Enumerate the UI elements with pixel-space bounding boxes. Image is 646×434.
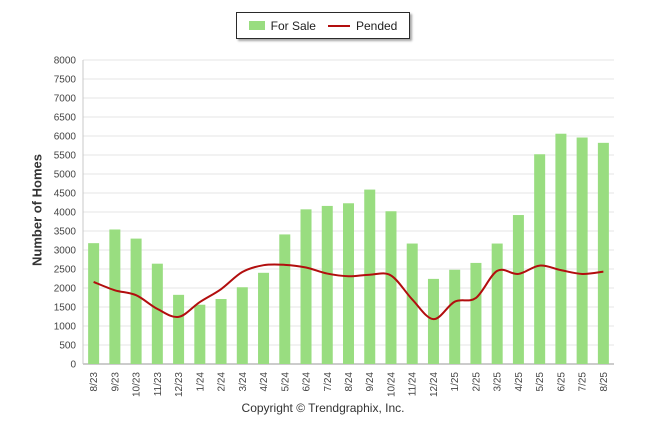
for-sale-bar[interactable] xyxy=(470,262,482,364)
legend-label-pended: Pended xyxy=(355,18,398,33)
y-tick-label: 2500 xyxy=(54,265,77,276)
legend-item-pended[interactable]: Pended xyxy=(327,18,398,33)
y-tick-label: 2000 xyxy=(54,284,77,295)
legend-item-for-sale[interactable]: For Sale xyxy=(248,18,316,33)
for-sale-bars xyxy=(88,133,609,364)
y-tick-label: 3500 xyxy=(54,227,77,238)
pended-line[interactable] xyxy=(93,263,604,321)
for-sale-bar[interactable] xyxy=(555,133,567,364)
y-tick-label: 5000 xyxy=(54,170,77,181)
x-tick-label: 10/23 xyxy=(132,372,143,397)
for-sale-bar[interactable] xyxy=(173,294,185,364)
for-sale-bar[interactable] xyxy=(512,215,524,364)
x-tick-label: 11/23 xyxy=(153,372,164,397)
for-sale-bar[interactable] xyxy=(88,243,100,364)
x-tick-label: 8/23 xyxy=(89,372,100,392)
for-sale-bar[interactable] xyxy=(215,299,227,364)
for-sale-bar[interactable] xyxy=(491,243,503,364)
y-axis-title: Number of Homes xyxy=(29,154,45,266)
for-sale-bar[interactable] xyxy=(597,142,609,364)
y-tick-label: 8000 xyxy=(54,56,77,67)
x-tick-label: 3/24 xyxy=(238,372,249,392)
x-tick-label: 6/25 xyxy=(556,372,567,392)
y-tick-label: 7500 xyxy=(54,75,77,86)
y-tick-label: 4500 xyxy=(54,189,77,200)
y-tick-label: 500 xyxy=(59,341,76,352)
x-tick-label: 6/24 xyxy=(302,372,313,392)
x-tick-label: 12/23 xyxy=(174,372,185,397)
pended-line-series xyxy=(93,263,604,321)
x-tick-label: 11/24 xyxy=(408,372,419,397)
x-tick-label: 1/24 xyxy=(195,372,206,392)
x-tick-label: 9/23 xyxy=(110,372,121,392)
pended-swatch xyxy=(327,24,350,27)
for-sale-bar[interactable] xyxy=(427,278,439,364)
y-tick-labels: 0 500 1000 1500 2000 2500 3000 3500 4000 4500 5000… xyxy=(54,56,77,371)
x-tick-label: 2/24 xyxy=(217,372,228,392)
x-tick-label: 3/25 xyxy=(493,372,504,392)
x-tick-label: 7/25 xyxy=(578,372,589,392)
x-tick-label: 10/24 xyxy=(386,372,397,397)
legend-label-for-sale: For Sale xyxy=(270,18,316,33)
for-sale-swatch xyxy=(248,21,265,30)
for-sale-bar[interactable] xyxy=(258,272,270,364)
for-sale-bar[interactable] xyxy=(364,189,376,364)
for-sale-bar[interactable] xyxy=(385,211,397,364)
legend: For Sale Pended xyxy=(236,12,410,39)
x-tick-labels: 8/23 9/23 10/23 11/23 12/23 1/24 2/24 3/24 4/24 5… xyxy=(89,372,610,397)
copyright-text: Copyright © Trendgraphix, Inc. xyxy=(241,401,405,415)
for-sale-bar[interactable] xyxy=(321,205,333,364)
y-tick-label: 6500 xyxy=(54,113,77,124)
y-tick-label: 6000 xyxy=(54,132,77,143)
x-tick-label: 4/24 xyxy=(259,372,270,392)
for-sale-bar[interactable] xyxy=(151,263,163,364)
x-tick-label: 8/24 xyxy=(344,372,355,392)
y-tick-label: 0 xyxy=(70,360,76,371)
for-sale-bar[interactable] xyxy=(300,209,312,364)
x-tick-label: 9/24 xyxy=(365,372,376,392)
for-sale-bar[interactable] xyxy=(130,238,142,364)
x-tick-label: 12/24 xyxy=(429,372,440,397)
y-tick-label: 4000 xyxy=(54,208,77,219)
for-sale-bar[interactable] xyxy=(236,287,248,364)
x-tick-label: 5/24 xyxy=(280,372,291,392)
y-tick-label: 1000 xyxy=(54,322,77,333)
y-tick-label: 7000 xyxy=(54,94,77,105)
x-tick-label: 8/25 xyxy=(599,372,610,392)
for-sale-bar[interactable] xyxy=(109,229,121,364)
x-tick-label: 4/25 xyxy=(514,372,525,392)
for-sale-bar[interactable] xyxy=(576,137,588,364)
y-tick-label: 5500 xyxy=(54,151,77,162)
for-sale-bar[interactable] xyxy=(279,234,291,364)
y-tick-label: 3000 xyxy=(54,246,77,257)
x-tick-label: 1/25 xyxy=(450,372,461,392)
for-sale-bar[interactable] xyxy=(534,154,546,364)
x-tick-label: 5/25 xyxy=(535,372,546,392)
for-sale-bar[interactable] xyxy=(194,304,206,364)
for-sale-bar[interactable] xyxy=(449,269,461,364)
for-sale-bar[interactable] xyxy=(406,243,418,364)
y-tick-label: 1500 xyxy=(54,303,77,314)
x-tick-label: 7/24 xyxy=(323,372,334,392)
x-tick-label: 2/25 xyxy=(471,372,482,392)
for-sale-bar[interactable] xyxy=(343,203,354,364)
